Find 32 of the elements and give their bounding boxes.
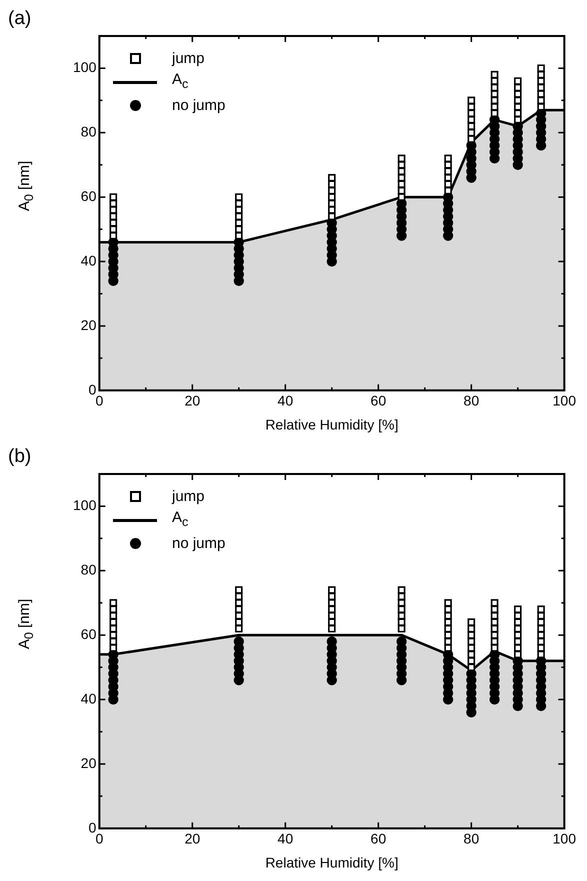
chart-title: (a) xyxy=(8,8,32,30)
y-tick-label: 80 xyxy=(80,562,97,578)
legend-label: jump xyxy=(172,49,205,69)
legend-label: A$_{c}$ xyxy=(172,70,188,93)
x-tick-label: 100 xyxy=(552,392,576,409)
y-tick-label: 40 xyxy=(80,690,97,706)
legend-label: A$_{c}$ xyxy=(172,508,188,531)
x-tick-label: 80 xyxy=(464,392,480,409)
y-tick-label: 60 xyxy=(80,188,97,204)
x-tick-label: 80 xyxy=(464,830,480,847)
legend-label: jump xyxy=(172,487,205,507)
x-tick-label: 40 xyxy=(278,392,294,409)
x-tick-label: 60 xyxy=(370,830,386,847)
x-tick-label: 20 xyxy=(184,392,200,409)
y-tick-label: 100 xyxy=(73,497,97,514)
y-tick-label: 80 xyxy=(80,124,97,140)
x-axis-title: Relative Humidity [%] xyxy=(265,416,398,432)
x-tick-label: 40 xyxy=(278,830,294,847)
y-tick-label: 40 xyxy=(80,252,97,268)
chart-title: (b) xyxy=(8,446,32,468)
y-tick-label: 100 xyxy=(73,59,97,76)
legend-label: no jump xyxy=(172,534,226,554)
x-tick-label: 60 xyxy=(370,392,386,409)
legend-label: no jump xyxy=(172,96,226,116)
y-tick-label: 20 xyxy=(80,754,97,771)
x-tick-label: 100 xyxy=(552,830,576,847)
x-tick-label: 20 xyxy=(184,830,200,847)
y-tick-label: 0 xyxy=(88,381,97,398)
y-tick-label: 20 xyxy=(80,316,97,333)
x-axis-title: Relative Humidity [%] xyxy=(265,854,398,870)
y-tick-label: 60 xyxy=(80,626,97,642)
y-tick-label: 0 xyxy=(88,819,97,836)
